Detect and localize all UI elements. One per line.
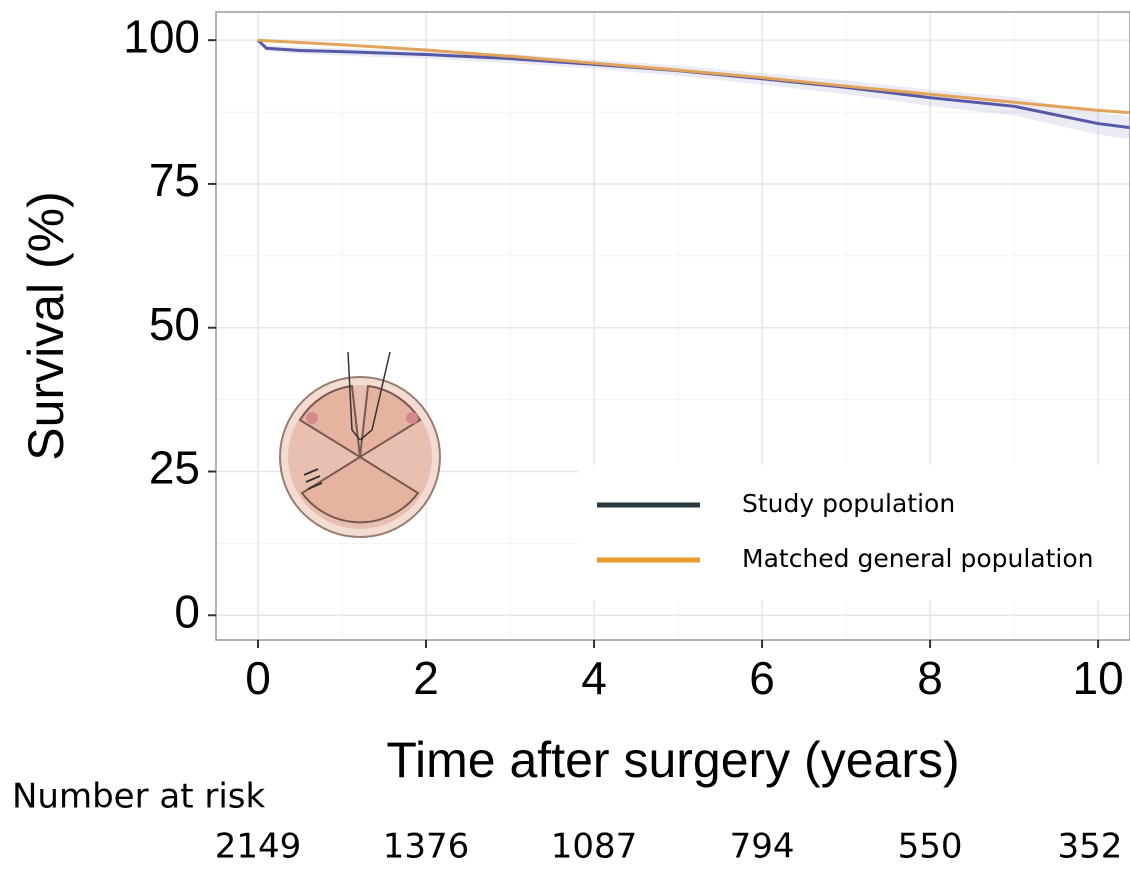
- y-axis-title: Survival (%): [18, 191, 74, 460]
- x-tick-label: 4: [581, 652, 607, 704]
- x-tick-label: 0: [245, 652, 271, 704]
- y-tick-label: 25: [149, 442, 200, 494]
- x-axis-title: Time after surgery (years): [386, 732, 959, 788]
- x-tick-label: 10: [1072, 652, 1123, 704]
- legend-label: Matched general population: [742, 544, 1093, 573]
- y-tick-label: 100: [123, 10, 200, 62]
- y-tick-label: 0: [174, 585, 200, 637]
- y-tick-label: 75: [149, 154, 200, 206]
- legend-box: [578, 465, 1130, 600]
- y-tick-label: 50: [149, 298, 200, 350]
- risk-count: 2149: [215, 827, 302, 867]
- risk-count: 352: [1058, 827, 1123, 867]
- valve-illustration: [280, 352, 440, 537]
- confidence-band: [258, 40, 1130, 139]
- x-tick-label: 6: [749, 652, 775, 704]
- risk-count: 1087: [551, 827, 638, 867]
- x-tick-label: 2: [413, 652, 439, 704]
- risk-count: 1376: [383, 827, 470, 867]
- risk-count: 550: [898, 827, 963, 867]
- legend-label: Study population: [742, 489, 955, 518]
- chart: Survival (%) Time after surgery (years) …: [0, 0, 1130, 867]
- x-tick-label: 8: [917, 652, 943, 704]
- survival-line: [258, 40, 1130, 127]
- risk-table-title: Number at risk: [12, 777, 266, 817]
- risk-count: 794: [730, 827, 795, 867]
